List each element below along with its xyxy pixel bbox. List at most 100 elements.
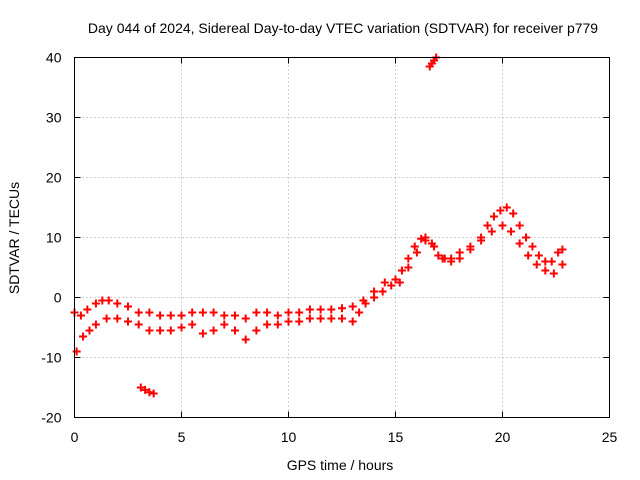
data-point xyxy=(241,335,250,344)
data-point xyxy=(134,308,143,317)
y-tick-label: -20 xyxy=(41,410,61,426)
x-tick-label: 25 xyxy=(602,429,618,445)
data-point xyxy=(412,248,421,257)
data-point xyxy=(554,248,563,257)
data-point xyxy=(532,260,541,269)
data-point xyxy=(417,234,426,243)
data-point xyxy=(209,326,218,335)
data-point xyxy=(397,266,406,275)
y-axis-label: SDTVAR / TECUs xyxy=(6,182,22,294)
y-tick-label: 20 xyxy=(46,170,62,186)
data-point xyxy=(515,239,524,248)
data-point xyxy=(72,347,81,356)
series-2 xyxy=(72,53,441,398)
data-point xyxy=(149,389,158,398)
data-point xyxy=(198,308,207,317)
data-point xyxy=(477,236,486,245)
data-point xyxy=(141,385,150,394)
data-point xyxy=(263,308,272,317)
data-point xyxy=(284,317,293,326)
data-point xyxy=(91,320,100,329)
data-point xyxy=(558,260,567,269)
data-point xyxy=(455,254,464,263)
data-point xyxy=(489,212,498,221)
data-point xyxy=(378,287,387,296)
data-point xyxy=(209,308,218,317)
data-point xyxy=(509,209,518,218)
data-point xyxy=(113,299,122,308)
data-point xyxy=(430,242,439,251)
data-point xyxy=(156,326,165,335)
data-point xyxy=(438,254,447,263)
data-point xyxy=(220,320,229,329)
data-point xyxy=(124,317,132,326)
data-point xyxy=(220,311,229,320)
data-point xyxy=(295,317,304,326)
data-point xyxy=(466,245,475,254)
data-point xyxy=(502,203,511,212)
data-point xyxy=(134,320,143,329)
data-point xyxy=(498,221,507,230)
data-point xyxy=(391,275,400,284)
data-point xyxy=(188,308,197,317)
x-tick-label: 10 xyxy=(281,429,297,445)
data-point xyxy=(522,233,531,242)
data-point xyxy=(79,332,88,341)
chart-title: Day 044 of 2024, Sidereal Day-to-day VTE… xyxy=(88,20,598,36)
data-point xyxy=(524,251,533,260)
data-point xyxy=(198,329,207,338)
data-point xyxy=(145,308,154,317)
plot-frame xyxy=(74,57,610,418)
data-point xyxy=(361,299,370,308)
data-point xyxy=(316,305,325,314)
y-tick-label: 0 xyxy=(54,290,62,306)
data-point xyxy=(447,257,456,266)
data-point xyxy=(113,314,122,323)
data-point xyxy=(487,227,496,236)
data-point xyxy=(528,242,537,251)
data-point xyxy=(387,281,396,290)
data-point xyxy=(558,245,567,254)
data-point xyxy=(348,317,357,326)
data-point xyxy=(145,326,154,335)
data-point xyxy=(166,326,175,335)
y-tick-label: 10 xyxy=(46,230,62,246)
data-point xyxy=(102,314,111,323)
x-tick-label: 15 xyxy=(388,429,404,445)
data-point xyxy=(355,308,364,317)
data-point xyxy=(252,326,261,335)
data-point xyxy=(295,308,304,317)
data-point xyxy=(534,251,543,260)
series-0 xyxy=(70,203,567,323)
data-point xyxy=(273,320,282,329)
data-point xyxy=(515,221,524,230)
data-point xyxy=(380,278,389,287)
data-point xyxy=(145,388,154,397)
x-tick-label: 20 xyxy=(495,429,511,445)
data-point xyxy=(91,299,100,308)
data-point xyxy=(177,311,186,320)
data-point xyxy=(166,311,175,320)
x-tick-label: 5 xyxy=(178,429,186,445)
data-point xyxy=(348,302,357,311)
data-point xyxy=(156,311,165,320)
data-point xyxy=(421,236,430,245)
data-point xyxy=(327,305,336,314)
data-point xyxy=(124,302,132,311)
data-point xyxy=(338,314,346,323)
data-point xyxy=(252,308,261,317)
y-tick-label: 40 xyxy=(46,50,62,66)
data-point xyxy=(263,320,272,329)
data-point xyxy=(496,206,505,215)
data-point xyxy=(395,278,404,287)
data-point xyxy=(327,314,336,323)
grid-lines xyxy=(74,57,610,418)
data-point xyxy=(85,326,94,335)
data-point xyxy=(76,311,85,320)
data-point xyxy=(338,304,346,313)
data-point xyxy=(434,251,443,260)
x-axis-label: GPS time / hours xyxy=(287,457,394,473)
data-point xyxy=(404,263,413,272)
data-point xyxy=(177,323,186,332)
